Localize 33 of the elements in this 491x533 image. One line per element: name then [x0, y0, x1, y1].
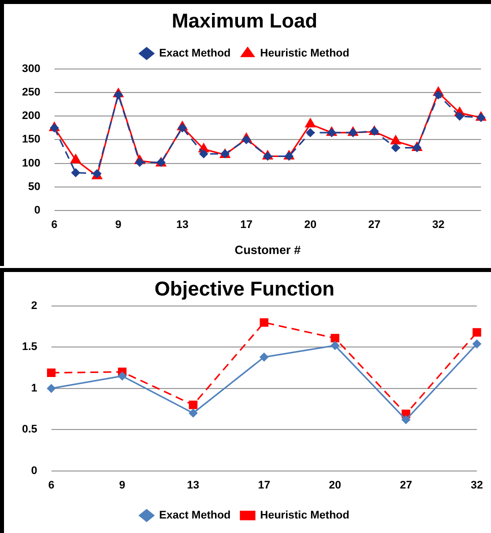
x-tick-label: 17 — [240, 219, 252, 232]
y-tick-label: 0 — [31, 464, 38, 477]
x-tick-label: 6 — [51, 219, 58, 232]
x-tick-label: 13 — [187, 479, 200, 492]
legend-label: Exact Method — [159, 48, 231, 60]
x-tick-label: 27 — [368, 219, 380, 232]
legend-label: Heuristic Method — [260, 510, 350, 522]
y-tick-label: 1 — [31, 382, 38, 394]
x-tick-label: 32 — [470, 479, 484, 492]
x-tick-label: 6 — [48, 479, 54, 492]
x-tick-label: 9 — [115, 219, 122, 232]
y-tick-label: 250 — [22, 86, 40, 99]
x-tick-label: 32 — [432, 219, 444, 232]
x-tick-label: 20 — [328, 479, 342, 492]
chart-title: Objective Function — [154, 278, 335, 301]
y-tick-label: 300 — [22, 63, 40, 76]
legend-label: Heuristic Method — [260, 48, 350, 60]
x-tick-label: 20 — [304, 219, 316, 232]
legend-label: Exact Method — [159, 510, 231, 522]
y-tick-label: 0 — [34, 204, 40, 216]
x-axis-title: Customer # — [234, 243, 302, 258]
x-tick-label: 13 — [176, 219, 188, 232]
y-tick-label: 0.5 — [22, 424, 38, 436]
y-tick-label: 150 — [22, 134, 40, 146]
y-tick-label: 100 — [22, 157, 40, 170]
x-tick-label: 9 — [119, 479, 126, 492]
chart-title: Maximum Load — [172, 10, 318, 33]
x-tick-label: 17 — [258, 479, 270, 492]
y-tick-label: 200 — [22, 110, 40, 122]
x-tick-label: 27 — [400, 479, 412, 492]
y-tick-label: 50 — [28, 180, 40, 193]
y-tick-label: 2 — [31, 300, 38, 312]
y-tick-label: 1.5 — [22, 341, 38, 354]
